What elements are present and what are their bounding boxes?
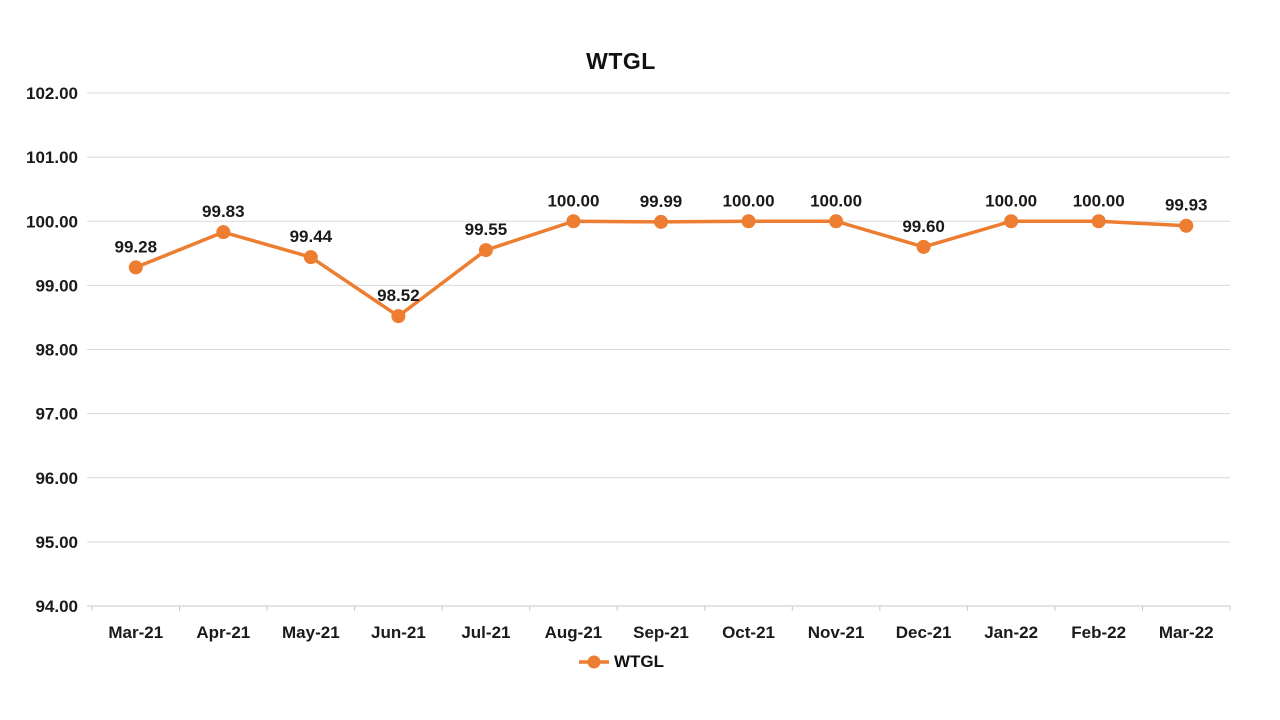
y-axis-tick-label: 99.00 bbox=[35, 276, 78, 295]
x-axis-tick-label: Apr-21 bbox=[196, 623, 250, 642]
data-point-marker bbox=[216, 225, 231, 240]
data-point-label: 99.83 bbox=[202, 202, 245, 221]
y-axis-tick-label: 98.00 bbox=[35, 341, 78, 360]
data-point-marker bbox=[1179, 218, 1194, 233]
data-point-label: 100.00 bbox=[1073, 191, 1125, 210]
data-point-label: 99.99 bbox=[640, 192, 683, 211]
data-point-label: 98.52 bbox=[377, 286, 420, 305]
x-axis-tick-label: Sep-21 bbox=[633, 623, 689, 642]
data-point-label: 99.93 bbox=[1165, 196, 1208, 215]
y-axis-tick-label: 101.00 bbox=[26, 148, 78, 167]
data-point-marker bbox=[1091, 214, 1106, 229]
x-axis-tick-label: Jul-21 bbox=[461, 623, 510, 642]
data-point-label: 99.55 bbox=[465, 220, 508, 239]
x-axis-tick-label: Jan-22 bbox=[984, 623, 1038, 642]
x-axis-tick-label: Nov-21 bbox=[808, 623, 865, 642]
chart-title: WTGL bbox=[586, 48, 656, 74]
data-point-label: 99.60 bbox=[902, 217, 945, 236]
data-point-label: 99.28 bbox=[114, 237, 157, 256]
x-axis-tick-label: May-21 bbox=[282, 623, 340, 642]
y-axis-tick-label: 95.00 bbox=[35, 533, 78, 552]
x-axis-tick-label: Mar-22 bbox=[1159, 623, 1214, 642]
x-axis-tick-label: Dec-21 bbox=[896, 623, 952, 642]
data-point-marker bbox=[303, 250, 318, 265]
data-point-marker bbox=[654, 214, 668, 229]
legend-label: WTGL bbox=[613, 652, 665, 671]
data-point-label: 100.00 bbox=[810, 191, 862, 210]
data-point-marker bbox=[128, 260, 143, 275]
data-point-marker bbox=[1004, 214, 1019, 229]
y-axis-tick-label: 102.00 bbox=[26, 84, 78, 103]
y-axis-tick-label: 97.00 bbox=[35, 405, 78, 424]
data-point-marker bbox=[391, 309, 406, 324]
data-point-marker bbox=[478, 243, 493, 258]
data-point-label: 99.44 bbox=[290, 227, 333, 246]
y-axis-tick-label: 96.00 bbox=[35, 469, 78, 488]
data-point-marker bbox=[741, 214, 756, 229]
x-axis-tick-label: Mar-21 bbox=[108, 623, 163, 642]
data-point-label: 100.00 bbox=[547, 191, 599, 210]
x-axis-tick-label: Feb-22 bbox=[1071, 623, 1126, 642]
y-axis-tick-label: 100.00 bbox=[26, 212, 78, 231]
legend: WTGL bbox=[0, 652, 1242, 672]
x-axis-tick-label: Aug-21 bbox=[545, 623, 603, 642]
x-axis-tick-label: Oct-21 bbox=[722, 623, 775, 642]
x-axis-tick-label: Jun-21 bbox=[371, 623, 426, 642]
data-point-marker bbox=[566, 214, 581, 229]
data-point-label: 100.00 bbox=[723, 191, 775, 210]
y-axis-tick-label: 94.00 bbox=[35, 597, 78, 616]
data-point-label: 100.00 bbox=[985, 191, 1037, 210]
data-point-marker bbox=[916, 239, 931, 254]
data-point-marker bbox=[829, 214, 844, 229]
legend-line-marker-icon bbox=[578, 655, 609, 669]
